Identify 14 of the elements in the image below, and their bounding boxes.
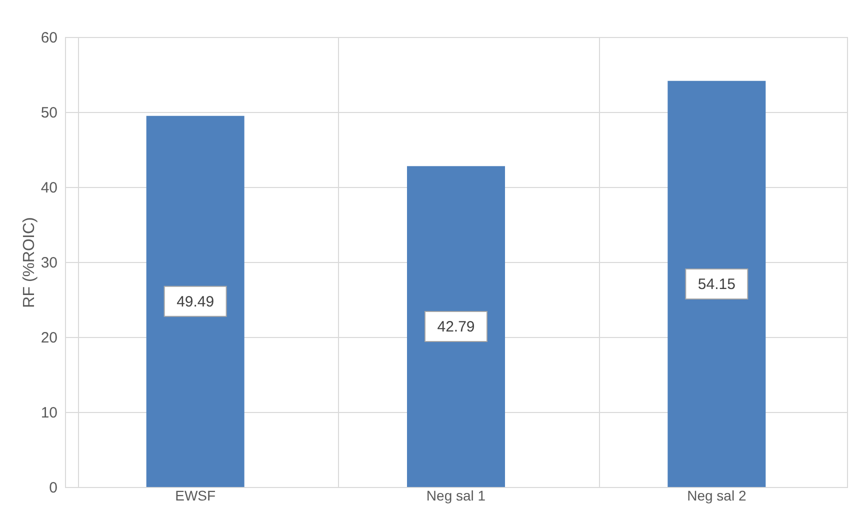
data-label: 49.49 (176, 293, 214, 310)
data-label: 42.79 (437, 318, 475, 336)
y-tick-label: 30 (40, 254, 58, 272)
y-tick-label: 40 (40, 180, 58, 196)
x-tick-label: Neg sal 2 (687, 488, 746, 504)
x-tick-label: Neg sal 1 (426, 488, 486, 504)
data-label: 54.15 (698, 276, 736, 293)
y-tick-label: 10 (40, 404, 58, 422)
y-tick-label: 60 (40, 30, 58, 46)
x-tick-label: EWSF (175, 488, 216, 504)
y-tick-label: 50 (40, 104, 58, 122)
y-tick-label: 20 (40, 330, 58, 346)
y-tick-label: 0 (49, 480, 58, 496)
y-axis-title: RF (%ROIC) (20, 217, 38, 308)
